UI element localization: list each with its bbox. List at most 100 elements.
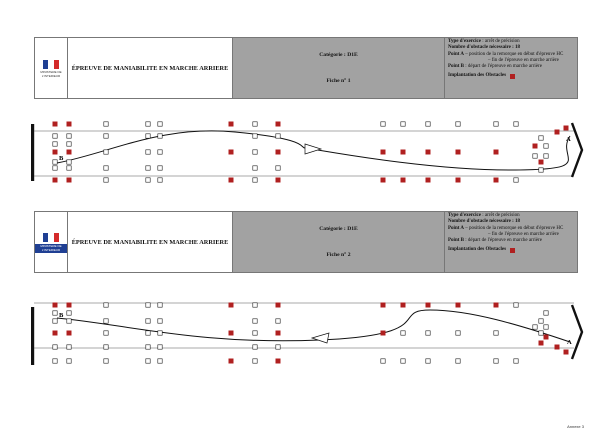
sheet1-logo: MINISTERE DE L'INTERIEUR — [35, 38, 68, 98]
sheet2-logo: MINISTERE DE L'INTERIEUR — [35, 212, 68, 272]
sheet1-header: MINISTERE DE L'INTERIEUR ÉPREUVE DE MANI… — [34, 37, 578, 99]
obstacle-cone-placed — [52, 330, 58, 336]
sheet1-course-diagram: B A — [31, 121, 584, 183]
obstacle-cone-slot — [66, 310, 72, 316]
pointA-end: – fin de l'épreuve en marche arrière — [488, 231, 559, 237]
obstacle-cone-slot — [145, 358, 151, 364]
sheet1-category-block: Catégorie : D1E Fiche n° 1 — [233, 38, 445, 98]
obstacle-cone-slot — [538, 330, 544, 336]
obstacle-cone-slot — [157, 358, 163, 364]
pointA-label: Point A — [448, 51, 464, 57]
legend-row: Implantation des Obstacles — [448, 73, 574, 80]
obstacle-cone-placed — [400, 177, 406, 183]
obstacle-cone-slot — [157, 302, 163, 308]
obstacle-cone-slot — [275, 344, 281, 350]
obstacle-cone-slot — [275, 133, 281, 139]
obstacle-cone-slot — [543, 143, 549, 149]
pointB-value: : départ de l'épreuve en marche arrière — [463, 64, 542, 70]
obstacle-cone-slot — [157, 177, 163, 183]
end-chevron-icon — [570, 304, 584, 360]
obstacle-cone-placed — [380, 302, 386, 308]
obstacle-cone-slot — [145, 318, 151, 324]
obstacle-cone-slot — [103, 149, 109, 155]
obstacle-cone-slot — [252, 133, 258, 139]
obstacle-cone-slot — [455, 330, 461, 336]
obstacle-cone-slot — [157, 330, 163, 336]
obstacle-cone-slot — [103, 330, 109, 336]
obstacle-cone-slot — [52, 318, 58, 324]
obstacle-cone-slot — [538, 167, 544, 173]
obstacle-legend-icon — [510, 74, 516, 80]
label-A: A — [566, 136, 571, 143]
obstacle-cone-placed — [380, 149, 386, 155]
pointA-label: Point A — [448, 225, 464, 231]
obstacle-cone-slot — [532, 153, 538, 159]
obstacle-cone-placed — [538, 159, 544, 165]
obstacle-cone-slot — [103, 358, 109, 364]
obstacle-cone-placed — [563, 349, 569, 355]
trailer-arrow-icon — [304, 143, 323, 155]
type-label: Type d'exercice — [448, 39, 481, 44]
annex-label: Annexe 3 — [567, 424, 584, 429]
obstacle-cone-slot — [252, 318, 258, 324]
obstacle-cone-slot — [252, 121, 258, 127]
sheet1-number: Fiche n° 1 — [326, 78, 351, 84]
obstacle-cone-slot — [103, 133, 109, 139]
obstacle-cone-placed — [400, 302, 406, 308]
obstacle-cone-placed — [493, 177, 499, 183]
obstacle-cone-placed — [66, 177, 72, 183]
obstacle-cone-slot — [543, 324, 549, 330]
obstacle-cone-placed — [66, 302, 72, 308]
logo-caption: MINISTERE DE L'INTERIEUR — [35, 243, 67, 254]
obstacle-cone-placed — [52, 177, 58, 183]
obstacle-cone-slot — [400, 330, 406, 336]
obstacle-legend-icon — [510, 248, 516, 254]
obstacle-cone-slot — [52, 310, 58, 316]
obstacle-cone-slot — [66, 358, 72, 364]
obstacle-cone-slot — [252, 358, 258, 364]
obstacle-cone-placed — [538, 340, 544, 346]
obstacle-cone-placed — [228, 330, 234, 336]
obstacle-cone-slot — [157, 121, 163, 127]
obstacle-cone-placed — [52, 121, 58, 127]
type-value: : arrêt de précision — [481, 39, 520, 44]
obstacle-cone-slot — [66, 141, 72, 147]
pointA-value: – position de la remorque en début d'épr… — [463, 225, 564, 231]
sheet1-category: Catégorie : D1E — [319, 52, 358, 58]
obstacle-cone-placed — [66, 149, 72, 155]
obstacle-cone-placed — [455, 149, 461, 155]
obstacle-cone-placed — [228, 358, 234, 364]
legend-label: Implantation des Obstacles — [448, 73, 507, 79]
obstacle-cone-placed — [275, 302, 281, 308]
obstacle-cone-slot — [157, 318, 163, 324]
obstacle-count: Nombre d'obstacle nécessaire : 18 — [448, 45, 521, 51]
type-label: Type d'exercice — [448, 213, 481, 218]
obstacle-cone-slot — [513, 121, 519, 127]
pointB-value: : départ de l'épreuve en marche arrière — [463, 238, 542, 244]
type-value: : arrêt de précision — [481, 213, 520, 218]
pointA-value: – position de la remorque en début d'épr… — [463, 51, 564, 57]
sheet2-course-diagram: B A — [31, 302, 584, 365]
obstacle-cone-placed — [455, 302, 461, 308]
obstacle-cone-slot — [103, 121, 109, 127]
obstacle-cone-slot — [252, 344, 258, 350]
label-A: A — [567, 339, 572, 346]
obstacle-cone-slot — [513, 177, 519, 183]
obstacle-cone-slot — [455, 358, 461, 364]
trailer-arrow-icon — [310, 332, 330, 344]
french-flag-icon — [43, 59, 59, 69]
obstacle-cone-placed — [554, 344, 560, 350]
obstacle-cone-placed — [228, 121, 234, 127]
obstacle-cone-slot — [275, 318, 281, 324]
sheet1-info: Type d'exercice : arrêt de précision Nom… — [445, 38, 577, 98]
obstacle-cone-slot — [66, 165, 72, 171]
obstacle-cone-slot — [66, 133, 72, 139]
obstacle-cone-slot — [145, 302, 151, 308]
obstacle-cone-placed — [380, 330, 386, 336]
obstacle-cone-slot — [52, 133, 58, 139]
obstacle-cone-slot — [513, 302, 519, 308]
obstacle-cone-slot — [103, 344, 109, 350]
sheet2-header: MINISTERE DE L'INTERIEUR ÉPREUVE DE MANI… — [34, 211, 578, 273]
obstacle-cone-placed — [275, 121, 281, 127]
obstacle-cone-slot — [513, 358, 519, 364]
